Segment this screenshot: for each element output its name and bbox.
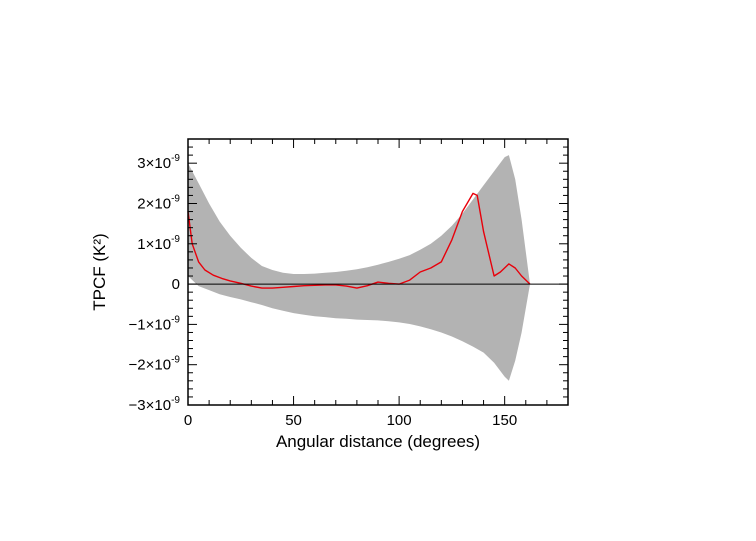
- y-tick-mantissa: 0: [172, 276, 180, 293]
- y-tick-mantissa: −2×10: [129, 357, 172, 374]
- x-axis-label: Angular distance (degrees): [276, 432, 480, 451]
- y-tick-label: 2×10-9: [137, 193, 180, 212]
- y-tick-exponent: -9: [171, 153, 180, 164]
- series-layer: [187, 192, 531, 289]
- y-axis-label: TPCF (K²): [90, 233, 109, 310]
- y-tick-mantissa: 1×10: [137, 236, 171, 253]
- x-tick-label: 0: [184, 412, 192, 429]
- y-tick-label: 3×10-9: [137, 153, 180, 172]
- tick-labels-layer: 0 50 100 1503×10-92×10-91×10-90−1×10-9−2×10…: [129, 153, 518, 429]
- y-tick-mantissa: −1×10: [129, 316, 172, 333]
- y-tick-mantissa: 3×10: [137, 155, 171, 172]
- confidence-band-layer: [188, 155, 530, 381]
- y-tick-label: 1×10-9: [137, 234, 180, 253]
- x-tick-label: 150: [492, 412, 517, 429]
- series-line-0: [187, 192, 531, 289]
- y-tick-label: −1×10-9: [129, 314, 181, 333]
- x-tick-label: 100: [387, 412, 412, 429]
- x-tick-label: 50: [285, 412, 302, 429]
- y-tick-label: 0: [172, 276, 180, 293]
- ticks-layer: [187, 138, 569, 406]
- y-tick-label: −3×10-9: [129, 395, 181, 414]
- y-tick-mantissa: −3×10: [129, 397, 172, 414]
- confidence-band: [188, 155, 530, 381]
- y-tick-label: −2×10-9: [129, 355, 181, 374]
- y-tick-exponent: -9: [171, 395, 180, 406]
- y-tick-exponent: -9: [171, 314, 180, 325]
- y-tick-exponent: -9: [171, 355, 180, 366]
- y-tick-exponent: -9: [171, 234, 180, 245]
- y-tick-exponent: -9: [171, 193, 180, 204]
- y-tick-mantissa: 2×10: [137, 195, 171, 212]
